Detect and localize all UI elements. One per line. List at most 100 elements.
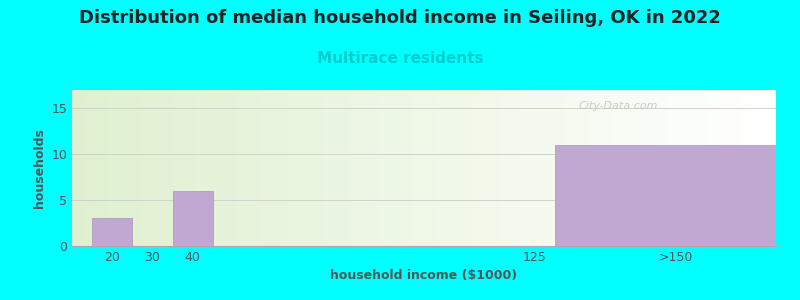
Bar — [153, 90, 157, 246]
Bar — [163, 90, 167, 246]
Bar — [318, 90, 322, 246]
Bar — [329, 90, 333, 246]
Bar — [565, 90, 568, 246]
Bar — [519, 90, 522, 246]
Bar — [174, 90, 178, 246]
Bar — [364, 90, 368, 246]
Bar — [709, 90, 713, 246]
Bar — [308, 90, 311, 246]
Bar — [586, 90, 590, 246]
Bar — [178, 90, 181, 246]
Bar — [646, 90, 650, 246]
Bar — [188, 90, 192, 246]
Bar — [227, 90, 230, 246]
Bar — [118, 90, 122, 246]
Bar — [339, 90, 343, 246]
Bar — [681, 90, 685, 246]
Bar — [374, 90, 378, 246]
Bar — [79, 90, 82, 246]
Bar — [600, 90, 603, 246]
Bar — [361, 90, 364, 246]
Bar — [304, 90, 308, 246]
Bar — [466, 90, 470, 246]
Bar — [82, 90, 86, 246]
Bar — [558, 90, 562, 246]
Bar — [110, 90, 114, 246]
Bar — [572, 90, 575, 246]
Bar — [298, 90, 301, 246]
Bar — [333, 90, 336, 246]
Bar — [730, 90, 734, 246]
Bar — [442, 90, 445, 246]
Bar — [192, 90, 195, 246]
Bar — [691, 90, 695, 246]
Bar — [748, 90, 751, 246]
Bar — [276, 90, 280, 246]
Bar — [522, 90, 526, 246]
Bar — [93, 90, 97, 246]
Bar — [628, 90, 632, 246]
Bar — [530, 90, 533, 246]
Bar — [515, 90, 519, 246]
Bar — [396, 90, 399, 246]
Bar — [417, 90, 421, 246]
Bar — [350, 90, 354, 246]
Bar — [741, 90, 744, 246]
Bar — [667, 90, 670, 246]
Bar — [386, 90, 389, 246]
Bar — [403, 90, 406, 246]
Bar — [220, 90, 223, 246]
Bar — [128, 90, 132, 246]
Bar — [255, 90, 258, 246]
Text: City-Data.com: City-Data.com — [579, 101, 658, 111]
Bar — [251, 90, 255, 246]
Bar — [167, 90, 170, 246]
Text: Distribution of median household income in Seiling, OK in 2022: Distribution of median household income … — [79, 9, 721, 27]
Bar — [582, 90, 586, 246]
Bar — [773, 90, 776, 246]
Bar — [160, 90, 163, 246]
Bar — [245, 90, 248, 246]
Bar — [562, 90, 565, 246]
Bar — [751, 90, 755, 246]
Bar — [734, 90, 738, 246]
Bar — [625, 90, 628, 246]
Bar — [290, 90, 294, 246]
Bar — [135, 90, 139, 246]
Bar — [266, 90, 269, 246]
Bar — [107, 90, 110, 246]
Bar — [424, 90, 427, 246]
Bar — [326, 90, 329, 246]
Bar — [512, 90, 515, 246]
Bar — [755, 90, 758, 246]
Bar — [389, 90, 392, 246]
Bar — [286, 90, 290, 246]
Bar — [315, 90, 318, 246]
Bar — [399, 90, 403, 246]
Bar — [336, 90, 339, 246]
Bar — [547, 90, 550, 246]
Bar — [206, 90, 210, 246]
Bar — [462, 90, 466, 246]
Bar — [650, 90, 653, 246]
Bar — [90, 90, 93, 246]
Bar — [434, 90, 438, 246]
Bar — [537, 90, 540, 246]
Bar — [590, 90, 593, 246]
Text: Multirace residents: Multirace residents — [317, 51, 483, 66]
Bar — [150, 90, 153, 246]
Bar — [445, 90, 449, 246]
Bar — [280, 90, 283, 246]
Bar — [477, 90, 480, 246]
Bar — [688, 90, 691, 246]
Bar — [758, 90, 762, 246]
Bar — [378, 90, 382, 246]
Bar — [603, 90, 607, 246]
Bar — [406, 90, 410, 246]
Bar — [283, 90, 286, 246]
Bar — [97, 90, 100, 246]
Y-axis label: households: households — [33, 128, 46, 208]
Bar — [216, 90, 220, 246]
Bar — [674, 90, 678, 246]
Bar — [210, 90, 213, 246]
